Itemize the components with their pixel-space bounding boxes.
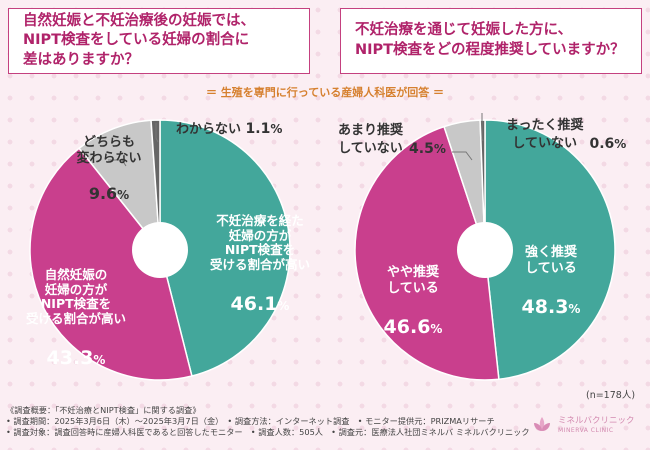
chart2-label-2: あまり推奨 していない 4.5%	[338, 122, 458, 157]
chart2-leader-2	[452, 151, 473, 161]
chart2-slice-0	[484, 119, 616, 381]
chart1-label-2-text: どちらも 変わらない	[76, 135, 142, 166]
chart2-label-0-text: 強く推奨 している	[524, 245, 577, 276]
chart2-label-3: まったく推奨 していない 0.6%	[506, 117, 646, 152]
lotus-icon	[534, 417, 550, 431]
chart2-label-3-value: 0.6	[589, 135, 615, 152]
chart2-leader-3	[481, 113, 484, 142]
chart2-label-0-value: 48.3	[521, 296, 569, 319]
chart2-label-1-value: 46.6	[383, 316, 431, 339]
survey-summary: 《調査概要：「不妊治療とNIPT検査」に関する調査》 • 調査期間：2025年3…	[6, 405, 530, 437]
chart2-center-hole	[457, 222, 513, 278]
chart1-label-2-unit: %	[117, 188, 130, 203]
chart2-label-2-value: 4.5	[409, 140, 434, 157]
chart1-slice-0	[159, 119, 291, 377]
chart1-label-1-value: 43.3	[46, 346, 94, 369]
clinic-name: ミネルバクリニック	[558, 416, 635, 427]
chart1-leader-2	[108, 159, 127, 167]
chart2-slice-1	[354, 125, 500, 381]
question-2-title: 不妊治療を通じて妊娠した方に、 NIPT検査をどの程度推奨していますか？	[340, 8, 642, 74]
chart1-leader-3	[155, 123, 159, 143]
chart1-slice-3	[150, 119, 161, 251]
chart1-label-3-unit: %	[270, 122, 283, 136]
clinic-logo: ミネルバクリニック MINERVA CLINIC	[531, 414, 635, 436]
chart2-label-0: 強く推奨 している 48.3%	[512, 230, 590, 334]
chart1-label-1: 自然妊娠の 妊婦の方が NIPT検査を 受ける割合が高い 43.3%	[13, 253, 139, 384]
chart1-label-0: 不妊治療を経た 妊婦の方が NIPT検査を 受ける割合が高い 46.1%	[196, 199, 324, 330]
chart2-label-0-unit: %	[568, 302, 581, 317]
survey-summary-line-2: • 調査対象：調査回答時に産婦人科医であると回答したモニター • 調査人数：50…	[6, 426, 530, 437]
chart1-label-1-unit: %	[93, 352, 106, 367]
survey-summary-line-1: • 調査期間：2025年3月6日（木）～2025年3月7日（金） • 調査方法：…	[6, 415, 495, 426]
chart1-label-0-unit: %	[277, 298, 290, 313]
chart1-slice-1	[29, 147, 193, 381]
chart1-label-1-text: 自然妊娠の 妊婦の方が NIPT検査を 受ける割合が高い	[25, 266, 126, 326]
chart1-label-2-value: 9.6	[88, 184, 118, 204]
chart2-label-1-text: やや推奨 している	[386, 265, 439, 296]
sample-size-note: (n=178人)	[586, 390, 636, 401]
chart2-label-3-unit: %	[614, 136, 627, 151]
chart1-slice-2	[78, 119, 161, 253]
chart1-center-hole	[132, 222, 188, 278]
clinic-name-latin: MINERVA CLINIC	[558, 426, 614, 434]
chart1-label-2: どちらも 変わらない 9.6%	[66, 120, 152, 220]
chart1-label-0-text: 不妊治療を経た 妊婦の方が NIPT検査を 受ける割合が高い	[209, 212, 310, 272]
respondent-note: ＝ 生殖を専門に行っている産婦人科医が回答 ＝	[205, 86, 445, 99]
chart2-label-1-unit: %	[430, 322, 443, 337]
chart2-label-2-text: あまり推奨 していない	[338, 123, 404, 156]
chart1-label-3-text: わからない	[176, 122, 242, 137]
chart1-label-0-value: 46.1	[230, 292, 278, 315]
question-1-title: 自然妊娠と不妊治療後の妊娠では、 NIPT検査をしている妊婦の割合に 差はありま…	[8, 8, 310, 74]
chart1-label-3-value: 1.1	[245, 121, 271, 137]
chart2-label-1: やや推奨 している 46.6%	[372, 250, 454, 354]
chart2-slice-3	[479, 119, 486, 251]
chart2-label-2-unit: %	[433, 141, 446, 156]
survey-summary-title: 《調査概要：「不妊治療とNIPT検査」に関する調査》	[6, 405, 201, 415]
chart1-label-3: わからない 1.1%	[176, 121, 296, 138]
chart2-label-3-text: まったく推奨 していない	[506, 118, 584, 151]
